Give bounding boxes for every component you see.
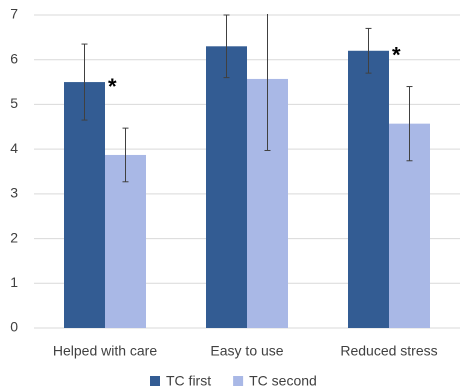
legend-label: TC second bbox=[249, 373, 317, 389]
y-tick-label: 6 bbox=[10, 50, 18, 66]
legend-label: TC first bbox=[166, 373, 211, 389]
y-tick-label: 4 bbox=[10, 140, 18, 156]
y-tick-label: 1 bbox=[10, 274, 18, 290]
x-tick-label: Helped with care bbox=[53, 343, 157, 359]
y-tick-label: 3 bbox=[10, 185, 18, 201]
legend-swatch bbox=[233, 376, 244, 386]
annotation: * bbox=[392, 43, 401, 68]
annotation: * bbox=[108, 74, 117, 99]
legend-swatch bbox=[150, 376, 160, 386]
y-tick-label: 7 bbox=[10, 6, 18, 22]
y-tick-label: 0 bbox=[10, 319, 18, 335]
x-tick-label: Reduced stress bbox=[340, 343, 437, 359]
bar bbox=[64, 82, 105, 328]
bar bbox=[206, 46, 247, 329]
y-tick-label: 2 bbox=[10, 229, 18, 245]
y-tick-label: 5 bbox=[10, 95, 18, 111]
bar bbox=[105, 154, 146, 328]
plot-area bbox=[64, 14, 430, 329]
x-tick-label: Easy to use bbox=[210, 343, 283, 359]
bar bbox=[348, 50, 389, 329]
